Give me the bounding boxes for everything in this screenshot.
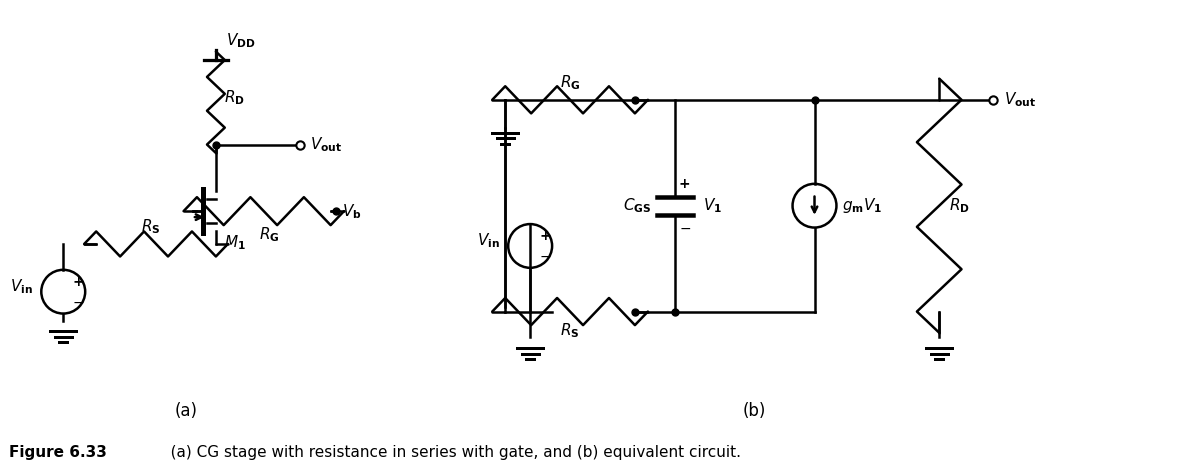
Text: $\mathbf{\mathit{V}_1}$: $\mathbf{\mathit{V}_1}$ bbox=[703, 196, 722, 215]
Text: $\mathbf{\mathit{M}_1}$: $\mathbf{\mathit{M}_1}$ bbox=[224, 234, 246, 252]
Text: $\mathbf{\mathit{g}_m\mathit{V}_1}$: $\mathbf{\mathit{g}_m\mathit{V}_1}$ bbox=[842, 196, 883, 215]
Text: +: + bbox=[539, 229, 551, 243]
Text: $\mathbf{\mathit{R}_D}$: $\mathbf{\mathit{R}_D}$ bbox=[949, 196, 970, 215]
Text: $\mathbf{\mathit{V}_{in}}$: $\mathbf{\mathit{V}_{in}}$ bbox=[478, 232, 500, 250]
Text: $-$: $-$ bbox=[72, 295, 84, 309]
Text: $\mathbf{\mathit{V}_{DD}}$: $\mathbf{\mathit{V}_{DD}}$ bbox=[226, 31, 256, 50]
Text: (a) CG stage with resistance in series with gate, and (b) equivalent circuit.: (a) CG stage with resistance in series w… bbox=[156, 445, 742, 460]
Text: $\mathbf{\mathit{R}_G}$: $\mathbf{\mathit{R}_G}$ bbox=[259, 225, 280, 244]
Text: $-$: $-$ bbox=[539, 249, 551, 263]
Text: $\mathbf{\mathit{C}_{GS}}$: $\mathbf{\mathit{C}_{GS}}$ bbox=[623, 196, 650, 215]
Text: $\mathbf{\mathit{R}_S}$: $\mathbf{\mathit{R}_S}$ bbox=[142, 217, 161, 236]
Text: $-$: $-$ bbox=[679, 220, 691, 235]
Text: Figure 6.33: Figure 6.33 bbox=[10, 445, 107, 460]
Text: $\mathbf{\mathit{R}_G}$: $\mathbf{\mathit{R}_G}$ bbox=[560, 73, 581, 92]
Text: $\mathbf{\mathit{V}_{out}}$: $\mathbf{\mathit{V}_{out}}$ bbox=[310, 135, 342, 154]
Text: $\mathbf{\mathit{R}_S}$: $\mathbf{\mathit{R}_S}$ bbox=[560, 321, 580, 340]
Text: $\mathbf{\mathit{V}_{out}}$: $\mathbf{\mathit{V}_{out}}$ bbox=[1004, 91, 1037, 109]
Text: $\mathbf{\mathit{V}_{in}}$: $\mathbf{\mathit{V}_{in}}$ bbox=[11, 277, 34, 296]
Text: +: + bbox=[679, 177, 691, 191]
Text: $\mathbf{\mathit{R}_D}$: $\mathbf{\mathit{R}_D}$ bbox=[224, 88, 245, 107]
Text: (b): (b) bbox=[743, 402, 767, 420]
Text: (a): (a) bbox=[174, 402, 198, 420]
Text: $\mathbf{\mathit{V}_b}$: $\mathbf{\mathit{V}_b}$ bbox=[342, 202, 361, 220]
Text: +: + bbox=[72, 275, 84, 289]
